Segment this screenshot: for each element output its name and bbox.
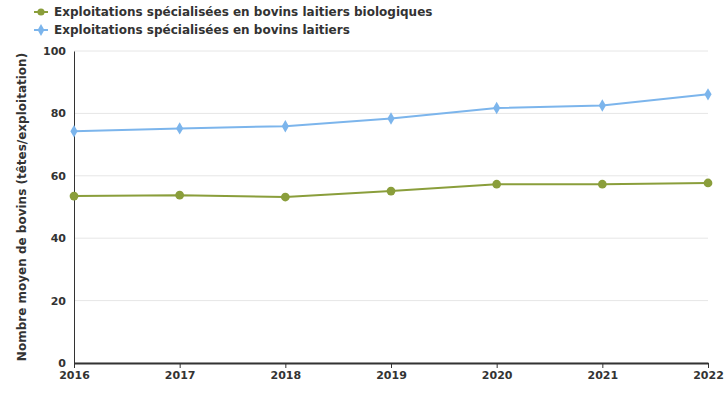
x-tick-label: 2021: [588, 369, 619, 382]
legend-item: Exploitations spécialisées en bovins lai…: [34, 23, 350, 37]
series-point: [493, 102, 500, 114]
y-tick: 80: [51, 107, 74, 120]
y-tick: 100: [43, 45, 74, 58]
grid-line: [74, 300, 708, 301]
x-tick-mark: [74, 363, 75, 368]
legend-marker: [37, 8, 44, 15]
x-tick: 2021: [588, 363, 619, 382]
x-tick: 2018: [271, 363, 302, 382]
x-tick-mark: [497, 363, 498, 368]
x-tick-label: 2017: [165, 369, 196, 382]
x-tick: 2022: [693, 363, 724, 382]
series-point: [281, 193, 290, 202]
y-tick: 60: [51, 170, 74, 183]
series-point: [176, 122, 183, 134]
x-tick-label: 2019: [376, 369, 407, 382]
x-tick-label: 2016: [59, 369, 90, 382]
series-line: [74, 94, 708, 131]
x-tick-mark: [602, 363, 603, 368]
x-tick-mark: [708, 363, 709, 368]
legend-label: Exploitations spécialisées en bovins lai…: [54, 23, 350, 37]
series-point: [492, 180, 501, 189]
x-tick: 2017: [165, 363, 196, 382]
y-tick-label: 60: [51, 170, 67, 183]
series-point: [599, 99, 606, 111]
legend: Exploitations spécialisées en bovins lai…: [34, 5, 432, 37]
x-tick: 2019: [376, 363, 407, 382]
series-point: [598, 180, 607, 189]
series-point: [704, 179, 713, 188]
y-axis-line: [74, 52, 75, 364]
y-axis-title: Nombre moyen de bovins (têtes/exploitati…: [15, 53, 29, 361]
x-tick-mark: [391, 363, 392, 368]
x-tick-mark: [285, 363, 286, 368]
series-line: [74, 183, 708, 197]
chart: 0204060801002016201720182019202020212022…: [0, 0, 725, 400]
series-point: [704, 88, 711, 100]
grid-line: [74, 51, 708, 52]
grid-line: [74, 175, 708, 176]
x-tick-label: 2022: [693, 369, 724, 382]
y-tick-label: 20: [51, 295, 67, 308]
series-point: [70, 192, 79, 201]
y-tick: 40: [51, 232, 74, 245]
y-tick: 20: [51, 295, 74, 308]
y-axis: 020406080100: [43, 45, 74, 370]
grid-line: [74, 238, 708, 239]
plot-area: [70, 88, 713, 201]
y-tick-label: 100: [43, 45, 66, 58]
y-tick-label: 80: [51, 107, 67, 120]
x-tick-label: 2018: [271, 369, 302, 382]
series-point: [387, 187, 396, 196]
x-tick-mark: [180, 363, 181, 368]
series-point: [387, 112, 394, 124]
x-tick: 2016: [59, 363, 90, 382]
x-tick-label: 2020: [482, 369, 513, 382]
legend-label: Exploitations spécialisées en bovins lai…: [54, 5, 432, 19]
y-tick-label: 40: [51, 232, 67, 245]
legend-item: Exploitations spécialisées en bovins lai…: [34, 5, 432, 19]
x-tick: 2020: [482, 363, 513, 382]
x-axis: 2016 2017 2018 2019 2020 2021 2022: [59, 363, 724, 382]
grid: [74, 51, 708, 363]
series-point: [175, 191, 184, 200]
series-point: [70, 125, 77, 137]
series-point: [282, 120, 289, 132]
legend-marker: [38, 24, 45, 36]
